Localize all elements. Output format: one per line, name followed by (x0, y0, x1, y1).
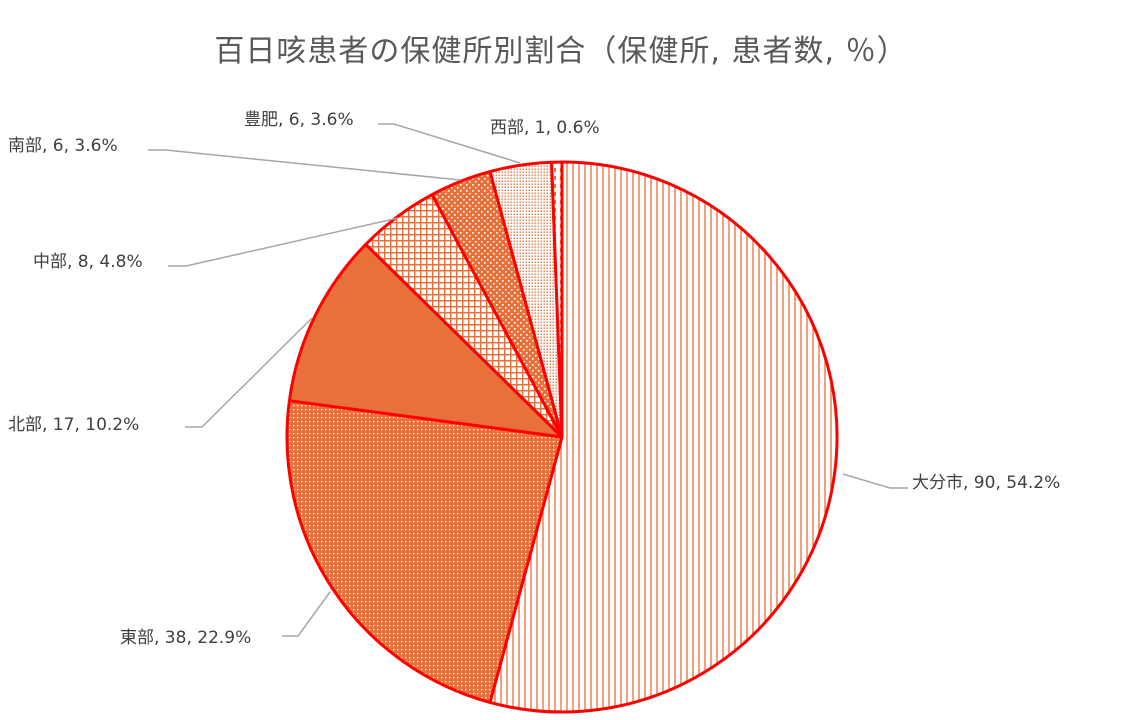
leader-line-5 (148, 149, 461, 181)
pie-slice-7 (550, 160, 564, 439)
data-label-3: 北部, 17, 10.2% (8, 415, 139, 435)
leader-line-1 (842, 473, 908, 489)
data-label-7: 西部, 1, 0.6% (490, 118, 600, 138)
leader-line-4 (168, 217, 399, 267)
leader-line-3 (185, 317, 313, 428)
pie-slice-1 (488, 160, 839, 714)
pie-slice-3 (287, 242, 564, 439)
data-label-5: 南部, 6, 3.6% (8, 136, 118, 156)
data-label-6: 豊肥, 6, 3.6% (244, 110, 354, 130)
data-label-2: 東部, 38, 22.9% (120, 628, 251, 648)
data-label-1: 大分市, 90, 54.2% (912, 473, 1060, 493)
leader-line-6 (378, 123, 521, 164)
leader-line-2 (282, 591, 331, 637)
chart-title: 百日咳患者の保健所別割合（保健所, 患者数, ％） (214, 34, 908, 69)
pie-slice-2 (285, 399, 564, 704)
data-label-4: 中部, 8, 4.8% (33, 252, 143, 272)
